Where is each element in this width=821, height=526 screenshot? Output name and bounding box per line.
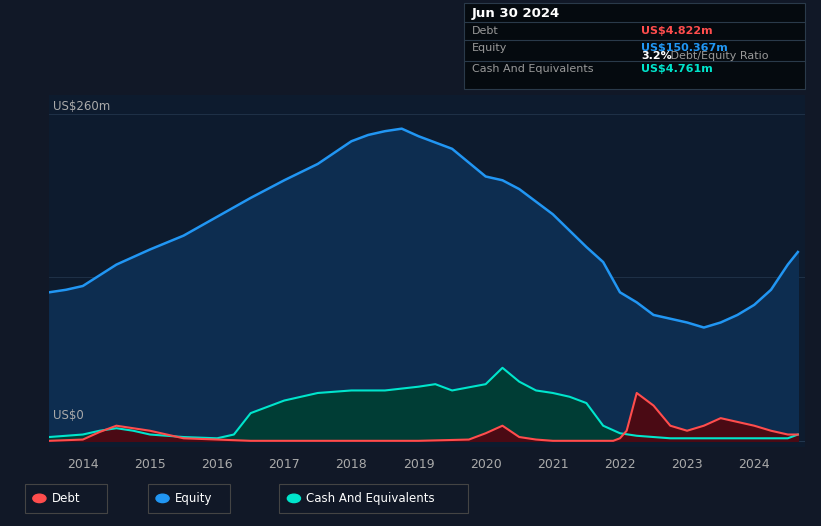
Text: Cash And Equivalents: Cash And Equivalents: [472, 65, 594, 75]
Text: US$0: US$0: [53, 409, 84, 422]
Text: US$260m: US$260m: [53, 100, 110, 113]
Text: Jun 30 2024: Jun 30 2024: [472, 7, 560, 20]
Text: US$4.822m: US$4.822m: [641, 26, 713, 36]
Text: Equity: Equity: [175, 492, 213, 505]
Text: Debt/Equity Ratio: Debt/Equity Ratio: [667, 50, 768, 60]
Text: Debt: Debt: [472, 26, 499, 36]
Text: US$4.761m: US$4.761m: [641, 65, 713, 75]
Text: US$150.367m: US$150.367m: [641, 43, 727, 53]
Text: Debt: Debt: [52, 492, 80, 505]
Text: 3.2%: 3.2%: [641, 50, 672, 60]
Text: Cash And Equivalents: Cash And Equivalents: [306, 492, 435, 505]
Text: Equity: Equity: [472, 43, 507, 53]
